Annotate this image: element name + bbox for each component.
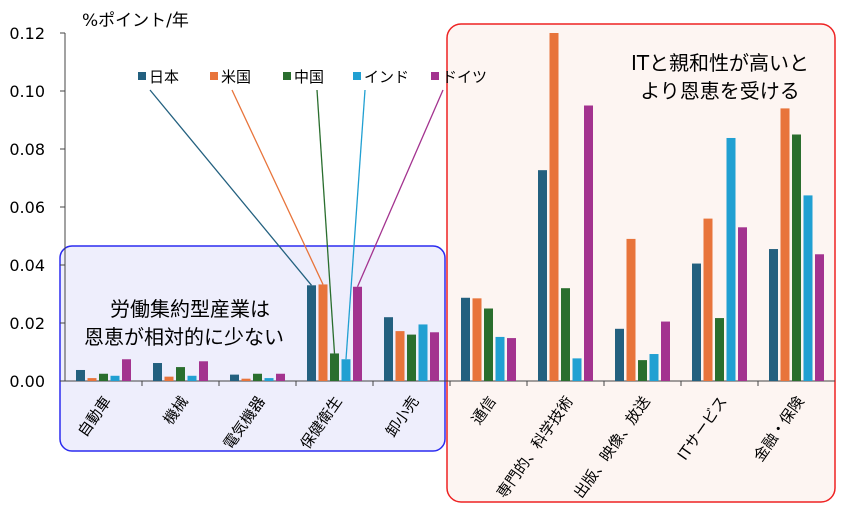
bar-日本-卸小売: [384, 317, 393, 381]
legend-swatch: [353, 72, 361, 80]
bar-インド-出版、映像、放送: [649, 354, 659, 381]
bar-インド-ITサービス: [726, 137, 736, 381]
bar-ドイツ-電気機器: [276, 373, 285, 381]
bar-インド-機械: [187, 375, 197, 381]
bar-日本-電気機器: [230, 374, 239, 381]
bar-中国-金融・保険: [792, 134, 801, 381]
leader-line-米国: [231, 89, 324, 285]
annotation-high-line1: ITと親和性が高いと: [631, 51, 809, 75]
bar-ドイツ-通信: [507, 338, 516, 381]
legend-swatch: [138, 72, 146, 80]
bar-ドイツ-保健衛生: [353, 286, 362, 381]
bar-インド-通信: [495, 336, 505, 381]
bar-米国-電気機器: [241, 378, 251, 381]
bar-日本-自動車: [76, 369, 85, 381]
bar-米国-ITサービス: [703, 218, 713, 381]
bar-米国-金融・保険: [780, 108, 790, 382]
bar-米国-保健衛生: [318, 284, 328, 381]
bar-インド-金融・保険: [803, 195, 813, 381]
leader-line-中国: [316, 89, 336, 354]
annotation-low-line2: 恩恵が相対的に少ない: [84, 325, 284, 349]
bar-ドイツ-機械: [199, 361, 208, 381]
bar-米国-卸小売: [395, 331, 405, 381]
bar-日本-ITサービス: [692, 263, 701, 381]
bar-日本-保健衛生: [307, 285, 316, 381]
legend-swatch: [431, 72, 439, 80]
y-tick-label: 0.04: [9, 256, 45, 275]
bar-中国-自動車: [99, 373, 108, 381]
bar-インド-自動車: [110, 375, 120, 381]
bar-米国-機械: [164, 376, 174, 381]
legend-label: 日本: [149, 68, 179, 86]
bar-インド-電気機器: [264, 378, 274, 381]
bar-ドイツ-卸小売: [430, 332, 439, 381]
legend-label: インド: [364, 68, 409, 86]
annotation-low-line1: 労働集約型産業は: [110, 297, 270, 321]
bar-米国-専門的、科学技術: [549, 33, 559, 381]
y-tick-label: 0.00: [9, 372, 45, 391]
bar-中国-ITサービス: [715, 318, 724, 381]
bar-中国-通信: [484, 308, 493, 381]
bar-中国-保健衛生: [330, 353, 339, 381]
legend-swatch: [283, 72, 291, 80]
bar-日本-専門的、科学技術: [538, 170, 547, 381]
bar-インド-保健衛生: [341, 359, 351, 381]
bar-ドイツ-自動車: [122, 359, 131, 381]
bar-中国-専門的、科学技術: [561, 288, 570, 381]
bar-ドイツ-金融・保険: [815, 254, 824, 381]
bar-中国-出版、映像、放送: [638, 360, 647, 381]
y-tick-label: 0.10: [9, 82, 45, 101]
bar-米国-出版、映像、放送: [626, 238, 636, 381]
legend-label: 中国: [294, 68, 324, 86]
y-tick-label: 0.12: [9, 24, 45, 43]
leader-line-日本: [149, 89, 313, 286]
legend-label: ドイツ: [442, 68, 487, 86]
bar-ドイツ-ITサービス: [738, 227, 747, 381]
bar-ドイツ-出版、映像、放送: [661, 321, 670, 381]
bar-日本-金融・保険: [769, 249, 778, 381]
bar-インド-卸小売: [418, 324, 428, 381]
bar-中国-機械: [176, 367, 185, 381]
legend-swatch: [210, 72, 218, 80]
bar-ドイツ-専門的、科学技術: [584, 105, 593, 381]
low-benefit-box: [59, 245, 446, 452]
bar-中国-卸小売: [407, 334, 416, 381]
y-axis-label: %ポイント/年: [82, 11, 189, 31]
legend-label: 米国: [221, 68, 251, 86]
bar-日本-通信: [461, 297, 470, 381]
y-tick-label: 0.08: [9, 140, 45, 159]
bar-米国-通信: [472, 298, 482, 381]
high-benefit-box: [446, 23, 836, 503]
y-tick-label: 0.06: [9, 198, 45, 217]
bar-日本-機械: [153, 363, 162, 381]
bar-インド-専門的、科学技術: [572, 358, 582, 381]
leader-line-インド: [345, 89, 366, 360]
bar-日本-出版、映像、放送: [615, 328, 624, 381]
y-tick-label: 0.02: [9, 314, 45, 333]
bar-中国-電気機器: [253, 373, 262, 381]
bar-米国-自動車: [87, 378, 97, 381]
leader-line-ドイツ: [356, 89, 444, 288]
annotation-high-line2: より恩恵を受ける: [640, 79, 800, 103]
